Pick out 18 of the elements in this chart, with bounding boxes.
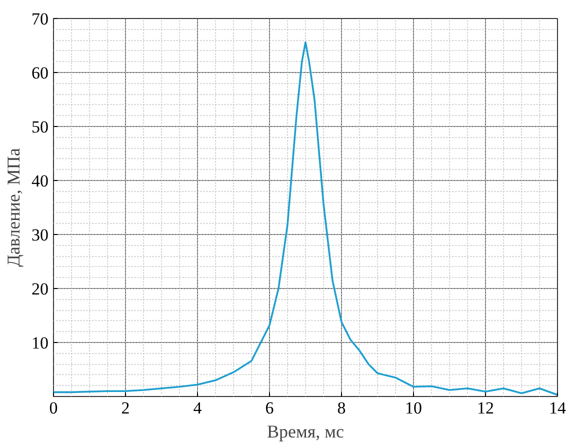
x-tick-label: 12 (477, 398, 494, 418)
x-tick-label: 8 (337, 398, 346, 418)
y-tick-label: 70 (32, 10, 48, 28)
y-tick-label: 60 (32, 64, 48, 82)
x-axis-title: Время, мс (266, 422, 344, 442)
y-tick-label: 50 (32, 118, 48, 136)
x-tick-label: 4 (193, 398, 202, 418)
line-series (54, 41, 558, 396)
x-tick-label: 10 (405, 398, 422, 418)
x-tick-label: 6 (265, 398, 274, 418)
x-tick-label: 14 (549, 398, 566, 418)
y-tick-label: 20 (32, 280, 48, 298)
y-tick-label: 40 (32, 172, 48, 190)
x-tick-label: 0 (49, 398, 58, 418)
y-tick-label: 10 (32, 334, 48, 352)
y-tick-label: 30 (32, 226, 48, 244)
x-tick-label: 2 (121, 398, 130, 418)
y-axis-title: Давление, МПа (4, 148, 24, 267)
